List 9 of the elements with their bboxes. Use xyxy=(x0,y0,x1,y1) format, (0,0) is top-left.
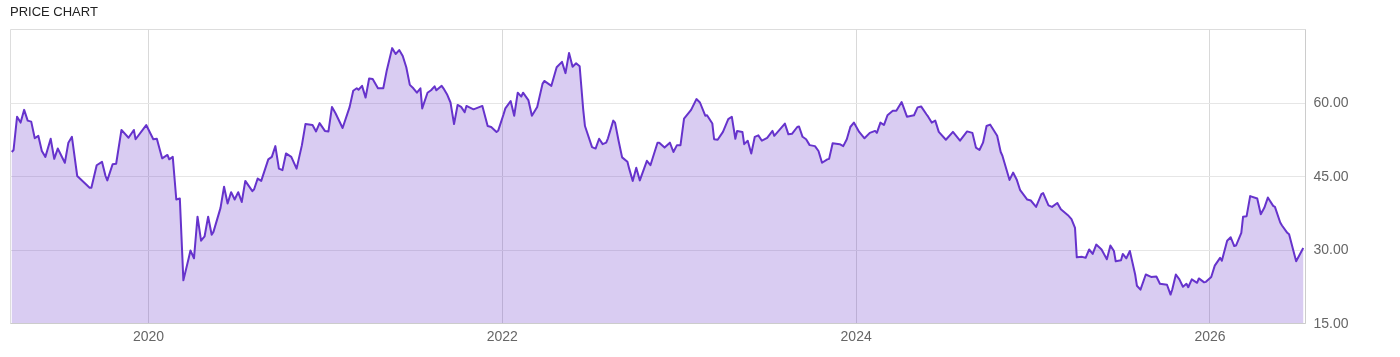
y-tick-label: 45.00 xyxy=(1313,167,1349,184)
x-tick-label: 2024 xyxy=(840,327,872,344)
y-tick-label: 15.00 xyxy=(1313,314,1349,331)
x-tick-label: 2026 xyxy=(1194,327,1226,344)
y-tick-label: 60.00 xyxy=(1313,94,1349,110)
y-tick-label: 30.00 xyxy=(1313,241,1349,257)
x-tick-label: 2022 xyxy=(486,327,519,344)
chart-title: PRICE CHART xyxy=(10,4,98,19)
x-tick-label: 2020 xyxy=(132,327,165,344)
